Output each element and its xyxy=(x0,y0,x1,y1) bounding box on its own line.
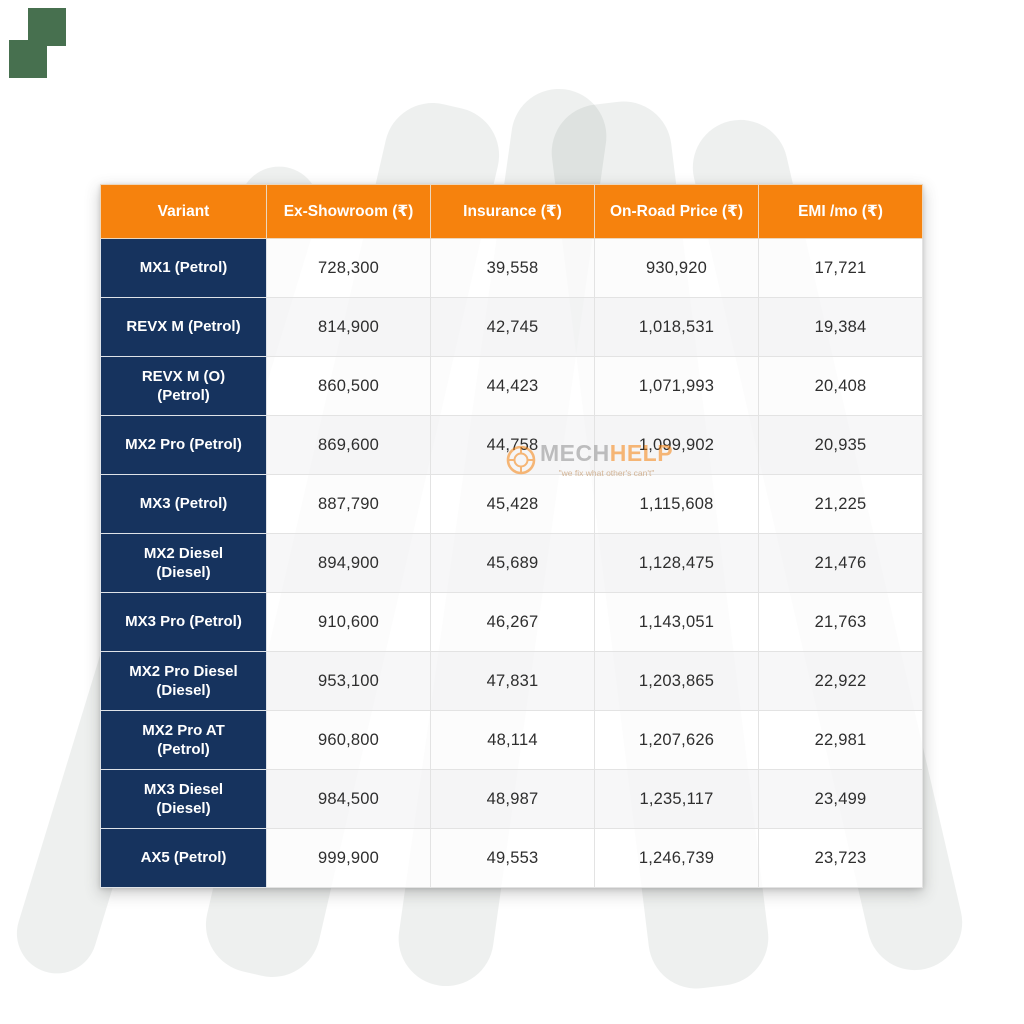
variant-price-table: Variant Ex-Showroom (₹) Insurance (₹) On… xyxy=(100,184,923,888)
table-row: MX2 Pro Diesel (Diesel) 953,100 47,831 1,20… xyxy=(100,651,923,711)
ex-showroom-cell: 814,900 xyxy=(266,297,431,357)
insurance-cell: 42,745 xyxy=(430,297,595,357)
insurance-cell: 48,987 xyxy=(430,769,595,829)
emi-cell: 21,763 xyxy=(758,592,923,652)
insurance-cell: 46,267 xyxy=(430,592,595,652)
emi-cell: 20,935 xyxy=(758,415,923,475)
ex-showroom-cell: 953,100 xyxy=(266,651,431,711)
emi-cell: 23,499 xyxy=(758,769,923,829)
emi-cell: 22,981 xyxy=(758,710,923,770)
insurance-cell: 48,114 xyxy=(430,710,595,770)
variant-cell: REVX M (Petrol) xyxy=(100,297,267,357)
insurance-cell: 44,758 xyxy=(430,415,595,475)
column-header-variant: Variant xyxy=(100,184,267,239)
on-road-price-cell: 1,071,993 xyxy=(594,356,759,416)
column-header-on-road-price: On-Road Price (₹) xyxy=(594,184,759,239)
insurance-cell: 45,689 xyxy=(430,533,595,593)
emi-cell: 22,922 xyxy=(758,651,923,711)
ex-showroom-cell: 728,300 xyxy=(266,238,431,298)
variant-cell: REVX M (O) (Petrol) xyxy=(100,356,267,416)
emi-cell: 19,384 xyxy=(758,297,923,357)
ex-showroom-cell: 887,790 xyxy=(266,474,431,534)
on-road-price-cell: 1,128,475 xyxy=(594,533,759,593)
table-header-row: Variant Ex-Showroom (₹) Insurance (₹) On… xyxy=(100,184,923,239)
emi-cell: 23,723 xyxy=(758,828,923,888)
column-header-emi: EMI /mo (₹) xyxy=(758,184,923,239)
on-road-price-cell: 1,099,902 xyxy=(594,415,759,475)
on-road-price-cell: 1,115,608 xyxy=(594,474,759,534)
table-row: MX2 Diesel (Diesel) 894,900 45,689 1,128,47… xyxy=(100,533,923,593)
variant-cell: MX3 Pro (Petrol) xyxy=(100,592,267,652)
insurance-cell: 49,553 xyxy=(430,828,595,888)
decor-square-bottom xyxy=(9,40,47,78)
ex-showroom-cell: 910,600 xyxy=(266,592,431,652)
insurance-cell: 47,831 xyxy=(430,651,595,711)
variant-cell: MX3 Diesel (Diesel) xyxy=(100,769,267,829)
table-row: MX2 Pro AT (Petrol) 960,800 48,114 1,207,62… xyxy=(100,710,923,770)
table-row: MX1 (Petrol) 728,300 39,558 930,920 17,721 xyxy=(100,238,923,298)
variant-cell: MX1 (Petrol) xyxy=(100,238,267,298)
emi-cell: 20,408 xyxy=(758,356,923,416)
on-road-price-cell: 1,246,739 xyxy=(594,828,759,888)
column-header-ex-showroom: Ex-Showroom (₹) xyxy=(266,184,431,239)
on-road-price-cell: 1,018,531 xyxy=(594,297,759,357)
table-row: AX5 (Petrol) 999,900 49,553 1,246,739 23,723 xyxy=(100,828,923,888)
on-road-price-cell: 930,920 xyxy=(594,238,759,298)
table-row: MX3 Diesel (Diesel) 984,500 48,987 1,235,11… xyxy=(100,769,923,829)
table-row: REVX M (O) (Petrol) 860,500 44,423 1,071,99… xyxy=(100,356,923,416)
variant-cell: AX5 (Petrol) xyxy=(100,828,267,888)
on-road-price-cell: 1,203,865 xyxy=(594,651,759,711)
insurance-cell: 39,558 xyxy=(430,238,595,298)
emi-cell: 17,721 xyxy=(758,238,923,298)
table-row: MX2 Pro (Petrol) 869,600 44,758 1,099,902 20… xyxy=(100,415,923,475)
ex-showroom-cell: 999,900 xyxy=(266,828,431,888)
insurance-cell: 45,428 xyxy=(430,474,595,534)
on-road-price-cell: 1,207,626 xyxy=(594,710,759,770)
table-row: REVX M (Petrol) 814,900 42,745 1,018,531 19,… xyxy=(100,297,923,357)
emi-cell: 21,225 xyxy=(758,474,923,534)
ex-showroom-cell: 984,500 xyxy=(266,769,431,829)
variant-cell: MX3 (Petrol) xyxy=(100,474,267,534)
column-header-insurance: Insurance (₹) xyxy=(430,184,595,239)
ex-showroom-cell: 869,600 xyxy=(266,415,431,475)
decor-square-top xyxy=(28,8,66,46)
variant-cell: MX2 Pro AT (Petrol) xyxy=(100,710,267,770)
insurance-cell: 44,423 xyxy=(430,356,595,416)
variant-cell: MX2 Pro (Petrol) xyxy=(100,415,267,475)
emi-cell: 21,476 xyxy=(758,533,923,593)
table-row: MX3 Pro (Petrol) 910,600 46,267 1,143,051 21… xyxy=(100,592,923,652)
on-road-price-cell: 1,235,117 xyxy=(594,769,759,829)
ex-showroom-cell: 960,800 xyxy=(266,710,431,770)
on-road-price-cell: 1,143,051 xyxy=(594,592,759,652)
ex-showroom-cell: 894,900 xyxy=(266,533,431,593)
variant-cell: MX2 Diesel (Diesel) xyxy=(100,533,267,593)
ex-showroom-cell: 860,500 xyxy=(266,356,431,416)
table-row: MX3 (Petrol) 887,790 45,428 1,115,608 21,225 xyxy=(100,474,923,534)
variant-cell: MX2 Pro Diesel (Diesel) xyxy=(100,651,267,711)
